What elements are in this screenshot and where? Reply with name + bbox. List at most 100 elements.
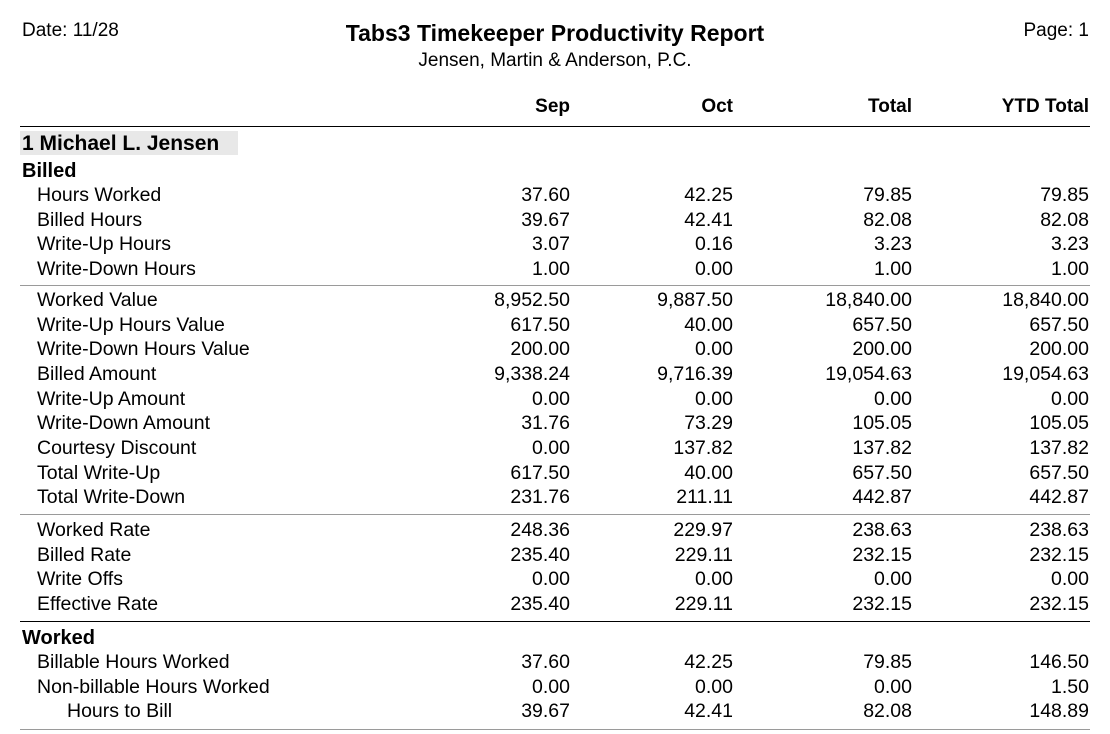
- cell-total: 238.63: [852, 519, 912, 541]
- cell-ytd: 657.50: [1029, 314, 1089, 336]
- cell-ytd: 79.85: [1040, 184, 1089, 206]
- cell-total: 1.00: [874, 258, 912, 280]
- table-row: Hours to Bill 39.67 42.41 82.08 148.89: [0, 700, 1110, 724]
- cell-total: 19,054.63: [825, 363, 912, 385]
- cell-sep: 231.76: [510, 486, 570, 508]
- row-label: Billed Amount: [37, 363, 157, 385]
- row-label: Write-Up Amount: [37, 388, 186, 410]
- section-divider: [20, 621, 1090, 622]
- cell-sep: 248.36: [510, 519, 570, 541]
- cell-oct: 229.11: [674, 593, 733, 615]
- table-row: Write-Down Hours 1.00 0.00 1.00 1.00: [0, 258, 1110, 282]
- group-divider: [20, 285, 1090, 286]
- cell-sep: 617.50: [510, 314, 570, 336]
- table-row: Total Write-Up 617.50 40.00 657.50 657.5…: [0, 462, 1110, 486]
- cell-ytd: 82.08: [1040, 209, 1089, 231]
- section-heading-billed: Billed: [22, 160, 77, 182]
- cell-total: 232.15: [852, 544, 912, 566]
- table-row: Effective Rate 235.40 229.11 232.15 232.…: [0, 593, 1110, 617]
- table-row: Write-Down Hours Value 200.00 0.00 200.0…: [0, 338, 1110, 362]
- cell-sep: 9,338.24: [494, 363, 570, 385]
- cell-sep: 39.67: [521, 209, 570, 231]
- row-label: Total Write-Down: [37, 486, 186, 508]
- cell-sep: 0.00: [532, 437, 570, 459]
- cell-total: 232.15: [852, 593, 912, 615]
- table-row: Write-Down Amount 31.76 73.29 105.05 105…: [0, 412, 1110, 436]
- row-label: Write-Up Hours: [37, 233, 171, 255]
- cell-oct: 0.16: [695, 233, 733, 255]
- cell-oct: 42.41: [684, 209, 733, 231]
- row-label: Courtesy Discount: [37, 437, 197, 459]
- cell-sep: 0.00: [532, 568, 570, 590]
- row-label: Worked Value: [37, 289, 158, 311]
- cell-total: 18,840.00: [825, 289, 912, 311]
- table-row: Courtesy Discount 0.00 137.82 137.82 137…: [0, 437, 1110, 461]
- row-label: Write-Down Amount: [37, 412, 211, 434]
- group-divider: [20, 514, 1090, 515]
- cell-ytd: 238.63: [1029, 519, 1089, 541]
- row-label: Write-Up Hours Value: [37, 314, 225, 336]
- table-row: Non-billable Hours Worked 0.00 0.00 0.00…: [0, 676, 1110, 700]
- cell-oct: 42.25: [684, 651, 733, 673]
- cell-oct: 0.00: [695, 338, 733, 360]
- table-row: Billed Rate 235.40 229.11 232.15 232.15: [0, 544, 1110, 568]
- row-label: Hours Worked: [37, 184, 162, 206]
- cell-total: 79.85: [863, 651, 912, 673]
- cell-total: 657.50: [852, 314, 912, 336]
- row-label: Billed Hours: [37, 209, 143, 231]
- cell-total: 79.85: [863, 184, 912, 206]
- table-row: Worked Value 8,952.50 9,887.50 18,840.00…: [0, 289, 1110, 313]
- column-header-total: Total: [868, 96, 912, 117]
- cell-ytd: 232.15: [1029, 593, 1089, 615]
- cell-sep: 3.07: [532, 233, 570, 255]
- cell-ytd: 657.50: [1029, 462, 1089, 484]
- column-header-sep: Sep: [535, 96, 570, 117]
- table-row: Billable Hours Worked 37.60 42.25 79.85 …: [0, 651, 1110, 675]
- cell-oct: 0.00: [695, 258, 733, 280]
- row-label: Write Offs: [37, 568, 123, 590]
- table-row: Write Offs 0.00 0.00 0.00 0.00: [0, 568, 1110, 592]
- cell-oct: 0.00: [695, 676, 733, 698]
- cell-ytd: 1.50: [1051, 676, 1089, 698]
- cell-oct: 229.11: [674, 544, 733, 566]
- cell-total: 3.23: [874, 233, 912, 255]
- table-row: Worked Rate 248.36 229.97 238.63 238.63: [0, 519, 1110, 543]
- row-label: Billable Hours Worked: [37, 651, 230, 673]
- cell-sep: 37.60: [521, 184, 570, 206]
- cell-oct: 0.00: [695, 568, 733, 590]
- report-title: Tabs3 Timekeeper Productivity Report: [345, 20, 765, 46]
- row-label: Effective Rate: [37, 593, 159, 615]
- cell-total: 82.08: [863, 209, 912, 231]
- cell-ytd: 232.15: [1029, 544, 1089, 566]
- cell-total: 82.08: [863, 700, 912, 722]
- cell-ytd: 137.82: [1029, 437, 1089, 459]
- page-number: Page: 1: [1023, 20, 1090, 41]
- cell-ytd: 3.23: [1051, 233, 1089, 255]
- table-row: Billed Hours 39.67 42.41 82.08 82.08: [0, 209, 1110, 233]
- cell-oct: 9,887.50: [657, 289, 733, 311]
- cell-total: 0.00: [874, 676, 912, 698]
- cell-sep: 31.76: [521, 412, 570, 434]
- cell-ytd: 200.00: [1029, 338, 1089, 360]
- cell-oct: 42.25: [684, 184, 733, 206]
- row-label: Worked Rate: [37, 519, 151, 541]
- cell-total: 657.50: [852, 462, 912, 484]
- bottom-divider: [20, 729, 1090, 730]
- column-header-ytd-total: YTD Total: [1001, 96, 1089, 117]
- cell-total: 0.00: [874, 388, 912, 410]
- cell-oct: 229.97: [673, 519, 733, 541]
- cell-ytd: 442.87: [1029, 486, 1089, 508]
- cell-sep: 37.60: [521, 651, 570, 673]
- cell-oct: 40.00: [684, 314, 733, 336]
- cell-ytd: 146.50: [1029, 651, 1089, 673]
- cell-sep: 617.50: [510, 462, 570, 484]
- cell-total: 200.00: [852, 338, 912, 360]
- cell-sep: 0.00: [532, 388, 570, 410]
- cell-oct: 211.11: [676, 486, 733, 508]
- cell-ytd: 0.00: [1051, 388, 1089, 410]
- cell-oct: 9,716.39: [657, 363, 733, 385]
- cell-oct: 42.41: [684, 700, 733, 722]
- cell-sep: 235.40: [510, 544, 570, 566]
- cell-ytd: 105.05: [1029, 412, 1089, 434]
- section-heading-worked: Worked: [22, 627, 95, 649]
